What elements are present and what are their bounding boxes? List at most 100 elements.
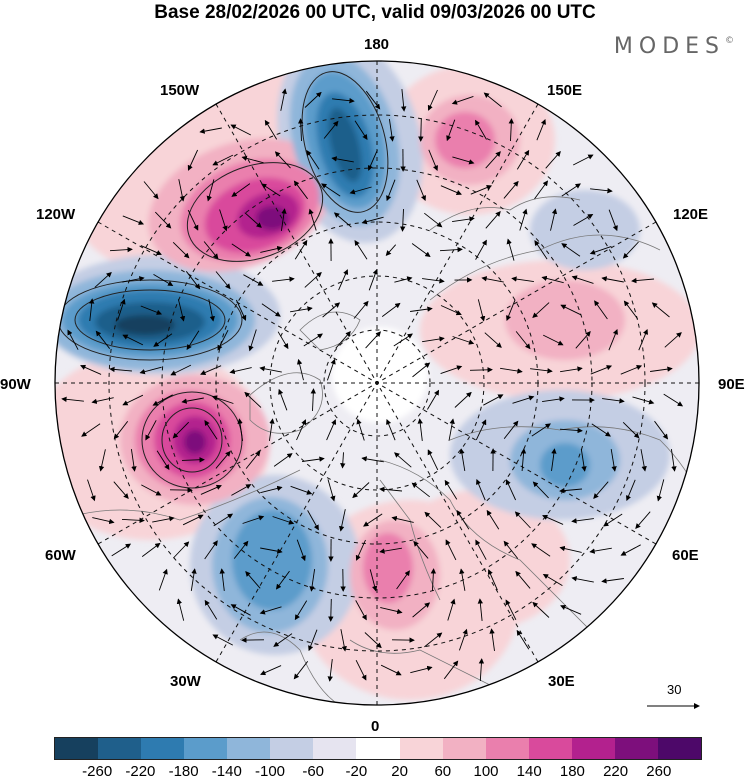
wind-vector: [355, 539, 366, 561]
wind-vector: [664, 332, 682, 348]
wind-vector: [635, 511, 651, 529]
modes-logo: MODES©: [614, 34, 734, 59]
wind-vector: [446, 119, 456, 142]
wind-vector: [452, 156, 475, 165]
lon-label-30e: 30E: [548, 673, 575, 690]
wind-vector: [153, 274, 174, 287]
colorbar-swatch: [442, 738, 486, 759]
wind-vector: [219, 568, 225, 591]
wind-vector: [477, 299, 486, 322]
wind-vector: [445, 539, 457, 561]
wind-vector: [410, 665, 433, 674]
lon-label-60e: 60E: [672, 547, 699, 564]
wind-vector: [275, 570, 290, 590]
wind-vector: [349, 186, 372, 195]
wind-vector: [485, 151, 501, 169]
wind-vector: [417, 418, 423, 441]
wind-vector: [304, 271, 322, 288]
wind-vector: [259, 366, 282, 373]
wind-vector: [440, 365, 463, 375]
wind-vector: [365, 90, 381, 110]
wind-vector: [550, 208, 558, 231]
wind-vector: [153, 333, 173, 347]
wind-vector: [181, 457, 205, 463]
wind-vector: [237, 418, 244, 441]
wind-vector: [485, 211, 501, 229]
lon-label-120w: 120W: [36, 206, 76, 223]
wind-vector: [551, 448, 557, 471]
wind-vector: [381, 302, 401, 317]
wind-vector: [259, 606, 282, 615]
wind-vector: [272, 516, 295, 525]
wind-vector: [626, 479, 636, 502]
lon-label-90e: 90E: [718, 376, 745, 393]
wind-vector: [622, 241, 639, 259]
wind-vector: [520, 448, 527, 472]
wind-vector: [560, 604, 582, 615]
wind-vector: [516, 149, 530, 170]
wind-vector: [532, 481, 549, 499]
wind-vector: [603, 513, 623, 527]
lon-label-0: 0: [371, 718, 380, 735]
wind-vector: [290, 306, 313, 313]
wind-vector: [516, 629, 530, 650]
wind-vector: [601, 578, 624, 584]
wind-vector: [296, 358, 304, 381]
wind-vector: [242, 515, 265, 524]
colorbar-swatch: [270, 738, 314, 759]
wind-vector: [363, 513, 383, 527]
wind-vector: [573, 214, 594, 226]
wind-vector: [427, 449, 439, 471]
wind-vector: [273, 633, 293, 647]
wind-vector: [620, 365, 643, 375]
wind-vector: [245, 571, 261, 589]
colorbar-tick-label: -60: [302, 763, 325, 780]
wind-vector: [424, 632, 443, 648]
colorbar-tick-label: -20: [345, 763, 368, 780]
wind-vector: [264, 119, 278, 140]
wind-vector: [412, 362, 431, 378]
wind-vector: [486, 509, 500, 530]
wind-vector: [610, 449, 617, 472]
wind-vector: [412, 602, 431, 618]
wind-vector: [481, 276, 504, 283]
wind-vector: [215, 271, 231, 290]
wind-vector: [503, 180, 519, 199]
wind-vector: [530, 368, 553, 374]
wind-vector: [87, 479, 96, 502]
colorbar-swatch: [313, 738, 357, 759]
colorbar-swatch: [399, 738, 443, 759]
wind-vector: [589, 245, 612, 255]
wind-vector: [503, 540, 519, 559]
wind-vector: [439, 246, 463, 253]
wind-vector: [302, 456, 325, 462]
colorbar-tick-label: -100: [254, 763, 286, 780]
lon-label-180: 180: [364, 36, 390, 53]
wind-vector: [327, 479, 336, 502]
wind-vector: [477, 598, 484, 621]
wind-vector: [113, 421, 129, 440]
wind-vector: [272, 276, 295, 282]
wind-vector: [475, 239, 487, 260]
wind-vector: [172, 421, 190, 439]
wind-vector: [560, 304, 582, 316]
wind-vector: [469, 367, 493, 373]
wind-vector: [215, 450, 231, 469]
wind-vector: [542, 396, 565, 403]
wind-vector: [503, 420, 519, 439]
wind-vector: [424, 212, 443, 228]
wind-vector: [631, 277, 655, 284]
wind-vector: [361, 456, 384, 463]
wind-vector: [601, 276, 624, 283]
colorbar-tick-label: -220: [125, 763, 156, 780]
wind-vector: [121, 517, 145, 524]
wind-vector: [111, 543, 132, 557]
wind-vector: [430, 568, 437, 592]
wind-vector: [309, 569, 316, 592]
wind-vector: [296, 539, 306, 562]
chart-title: Base 28/02/2026 00 UTC, valid 09/03/2026…: [154, 2, 596, 23]
wind-vector: [109, 246, 133, 253]
wind-vector: [476, 478, 486, 501]
wind-vector: [559, 427, 583, 434]
wind-vector: [187, 209, 199, 231]
